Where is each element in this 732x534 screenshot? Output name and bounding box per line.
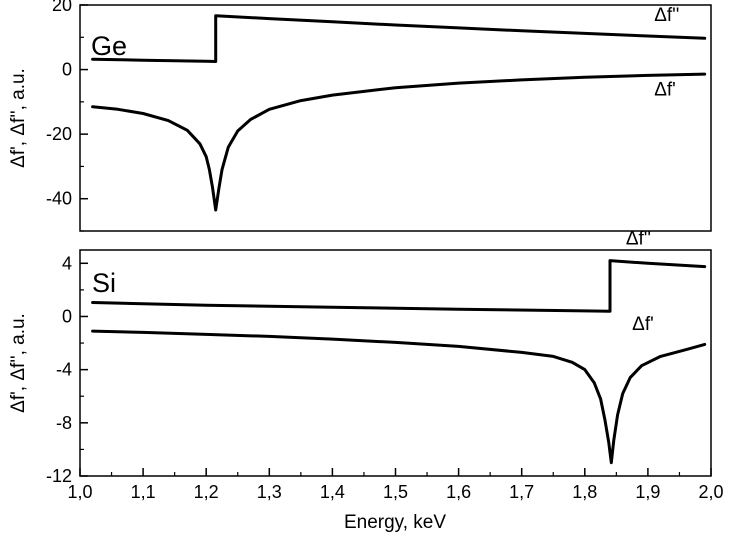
y-ticks-ge: 20 0 -20 -40 <box>46 0 88 232</box>
x-tick-label: 1,9 <box>635 482 660 502</box>
x-tick-label: 1,4 <box>320 482 345 502</box>
series-line-delta-f-double-prime <box>91 259 707 313</box>
y-tick-label: 0 <box>62 60 72 80</box>
y-tick-label: -8 <box>56 413 72 433</box>
x-tick-label: 1,7 <box>509 482 534 502</box>
x-tick-label: 1,6 <box>446 482 471 502</box>
x-axis-title: Energy, keV <box>344 512 446 533</box>
y-tick-label: 4 <box>62 253 72 273</box>
x-tick-label: 2,0 <box>698 482 723 502</box>
plot-area-ge <box>79 4 712 232</box>
x-tick-label: 1,1 <box>131 482 156 502</box>
x-tick-label: 1,2 <box>194 482 219 502</box>
x-tick-label: 1,8 <box>572 482 597 502</box>
series-line-delta-f-double-prime <box>91 14 707 63</box>
series-si <box>91 259 707 465</box>
curve-label: Δf' <box>632 314 654 335</box>
y-axis-title-si: Δf', Δf'', a.u. <box>8 313 29 413</box>
x-tick-label: 1,0 <box>67 482 92 502</box>
series-line-delta-f-prime <box>91 72 707 212</box>
series-ge <box>91 14 707 212</box>
y-tick-label: -12 <box>46 466 72 486</box>
y-ticks-si: 4 0 -4 -8 -12 <box>46 253 88 486</box>
curve-label: Δf'' <box>626 229 651 250</box>
x-tick-label: 1,3 <box>257 482 282 502</box>
x-tick-label: 1,5 <box>383 482 408 502</box>
plot-area-si <box>79 249 712 477</box>
panel-ge: 20 0 -20 -40 Δf'' Δf' Ge Δf', Δf'', a.u. <box>8 0 712 232</box>
y-tick-label: -20 <box>46 124 72 144</box>
series-line-delta-f-prime <box>91 329 707 465</box>
curve-label: Δf' <box>654 79 676 100</box>
y-tick-label: -4 <box>56 360 72 380</box>
y-tick-label: 0 <box>62 306 72 326</box>
y-tick-label: 20 <box>52 0 72 15</box>
x-ticks-si: 1,0 1,1 1,2 1,3 1,4 1,5 1,6 1,7 1,8 1,9 2,0 <box>67 468 724 502</box>
panel-si: 4 0 -4 -8 -12 1,0 1,1 1,2 1,3 1,4 1,5 1,6 1,7 1,8 1,9… <box>8 229 724 533</box>
y-axis-title-ge: Δf', Δf'', a.u. <box>8 68 29 168</box>
annotations-ge: Δf'' Δf' <box>654 5 679 100</box>
panel-label-si: Si <box>92 268 116 298</box>
annotations-si: Δf'' Δf' <box>626 229 654 335</box>
curve-label: Δf'' <box>654 5 679 26</box>
panel-label-ge: Ge <box>91 31 127 61</box>
y-tick-label: -40 <box>46 189 72 209</box>
